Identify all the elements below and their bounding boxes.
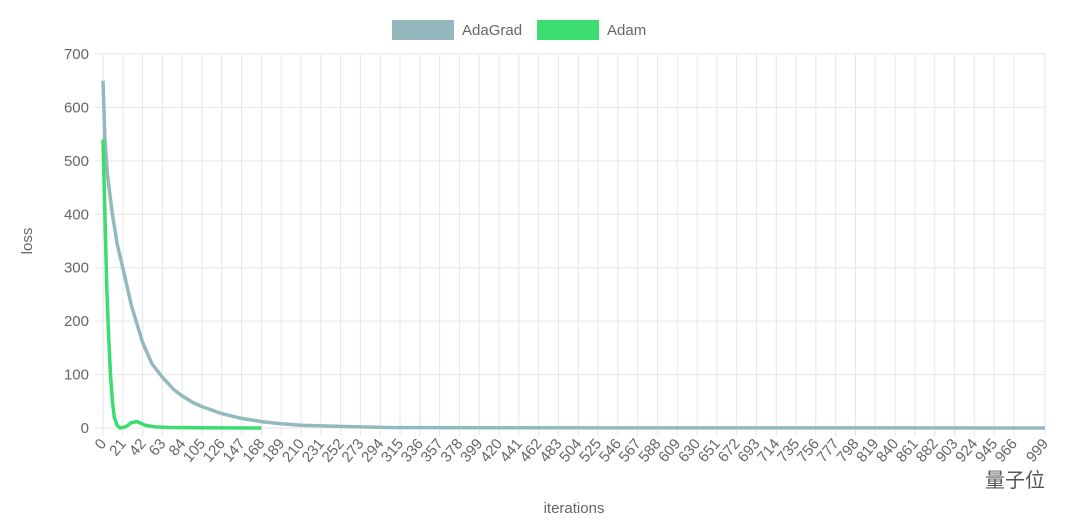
- y-tick-label: 200: [64, 313, 89, 330]
- y-tick-label: 700: [64, 46, 89, 63]
- y-tick-label: 300: [64, 260, 89, 277]
- legend-label: AdaGrad: [462, 22, 522, 39]
- y-tick-label: 600: [64, 99, 89, 116]
- y-axis-label: loss: [19, 228, 36, 255]
- y-tick-label: 500: [64, 153, 89, 170]
- y-tick-label: 400: [64, 206, 89, 223]
- legend-label: Adam: [607, 22, 646, 39]
- watermark: 量子位: [985, 469, 1045, 492]
- legend-swatch: [392, 20, 454, 40]
- legend-swatch: [537, 20, 600, 40]
- y-tick-label: 100: [64, 367, 89, 384]
- x-tick-label: 966: [992, 436, 1021, 466]
- y-tick-label: 0: [81, 420, 89, 437]
- x-tick-label: 999: [1023, 436, 1052, 466]
- series-line: [101, 80, 1046, 430]
- x-axis-label: iterations: [544, 500, 605, 517]
- series-line: [101, 139, 262, 430]
